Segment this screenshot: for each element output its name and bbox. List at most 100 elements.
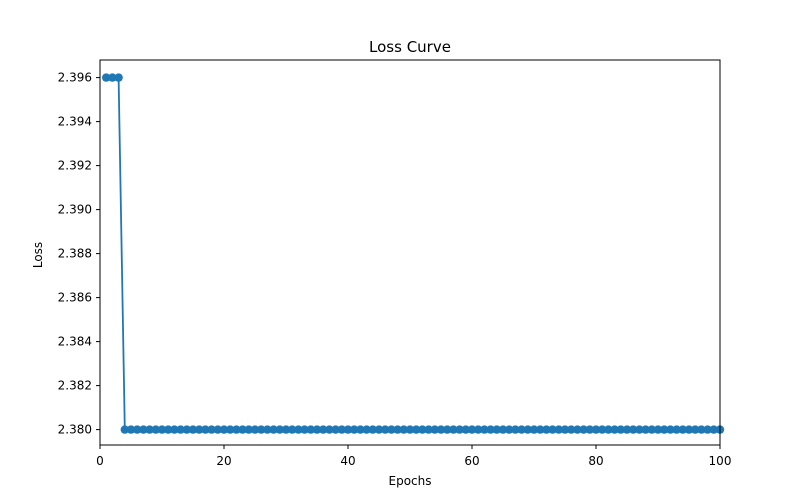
data-point [102,73,111,82]
data-point [616,425,625,434]
data-point [219,425,229,434]
data-point [598,425,607,434]
data-point [529,425,539,434]
data-point [126,425,136,434]
plot-frame [99,59,721,446]
data-point [331,425,340,434]
y-tick-label: 2.394 [58,115,92,129]
data-point [325,425,334,434]
data-point [207,425,216,434]
data-point [405,425,415,434]
x-tick-label: 80 [588,454,603,468]
x-axis-title: Epochs [389,474,432,488]
y-tick-label: 2.386 [58,291,92,305]
data-point [610,425,619,434]
data-point [399,425,408,434]
data-point [300,425,309,434]
data-point [232,425,241,434]
data-point [703,425,712,434]
data-point [424,425,433,434]
data-point [492,425,501,434]
x-tick-label: 40 [340,454,355,468]
data-point [536,425,545,434]
data-point [523,425,532,434]
data-point [573,425,582,434]
data-point [188,425,198,434]
x-tick-label: 60 [464,454,479,468]
data-point [170,425,179,434]
data-point [647,425,656,434]
data-point [269,425,278,434]
data-point [182,425,191,434]
y-tick-label: 2.380 [58,423,92,437]
data-point [635,425,644,434]
data-point [176,425,185,434]
data-point [418,425,427,434]
y-tick-label: 2.384 [58,335,92,349]
data-point [498,425,508,434]
data-point [697,425,706,434]
data-point [443,425,452,434]
y-tick-label: 2.392 [58,159,92,173]
data-point [281,425,291,434]
data-point [337,425,346,434]
data-point [368,425,377,434]
data-point [120,425,129,434]
x-axis: 0 20 40 60 80 100 [96,445,731,468]
data-point [517,425,526,434]
x-tick-label: 20 [216,454,231,468]
plot-area [102,73,725,434]
data-point [312,425,322,434]
data-point [393,425,402,434]
data-point [542,425,551,434]
data-point [430,425,439,434]
data-point [511,425,520,434]
data-point [591,425,601,434]
data-point [238,425,247,434]
data-point [108,73,117,82]
data-point [263,425,272,434]
data-point [288,425,297,434]
data-point [244,425,253,434]
data-point [362,425,371,434]
data-point [567,425,576,434]
data-point [666,425,675,434]
data-point [554,425,563,434]
data-point [157,425,167,434]
data-point [257,425,266,434]
data-point [350,425,359,434]
data-point [381,425,390,434]
x-tick-label: 100 [709,454,732,468]
data-point [480,425,489,434]
data-point [604,425,613,434]
data-point [343,425,353,434]
data-point [114,73,123,82]
data-point [709,425,718,434]
y-tick-label: 2.388 [58,247,92,261]
data-point [151,425,160,434]
data-point [275,425,284,434]
data-point [672,425,681,434]
data-point [145,425,154,434]
data-point [461,425,470,434]
data-point [213,425,222,434]
data-point [579,425,588,434]
data-point [250,425,260,434]
data-point [294,425,303,434]
data-point [560,425,570,434]
y-axis-title: Loss [31,242,45,268]
data-point [660,425,669,434]
data-point [505,425,514,434]
data-point [319,425,328,434]
chart-title: Loss Curve [369,38,451,56]
data-point [585,425,594,434]
data-point [356,425,365,434]
data-point [641,425,650,434]
data-point [139,425,148,434]
data-point [691,425,700,434]
data-point [653,425,663,434]
loss-line [106,76,720,431]
data-point [622,425,632,434]
data-point [684,425,694,434]
data-point [474,425,483,434]
